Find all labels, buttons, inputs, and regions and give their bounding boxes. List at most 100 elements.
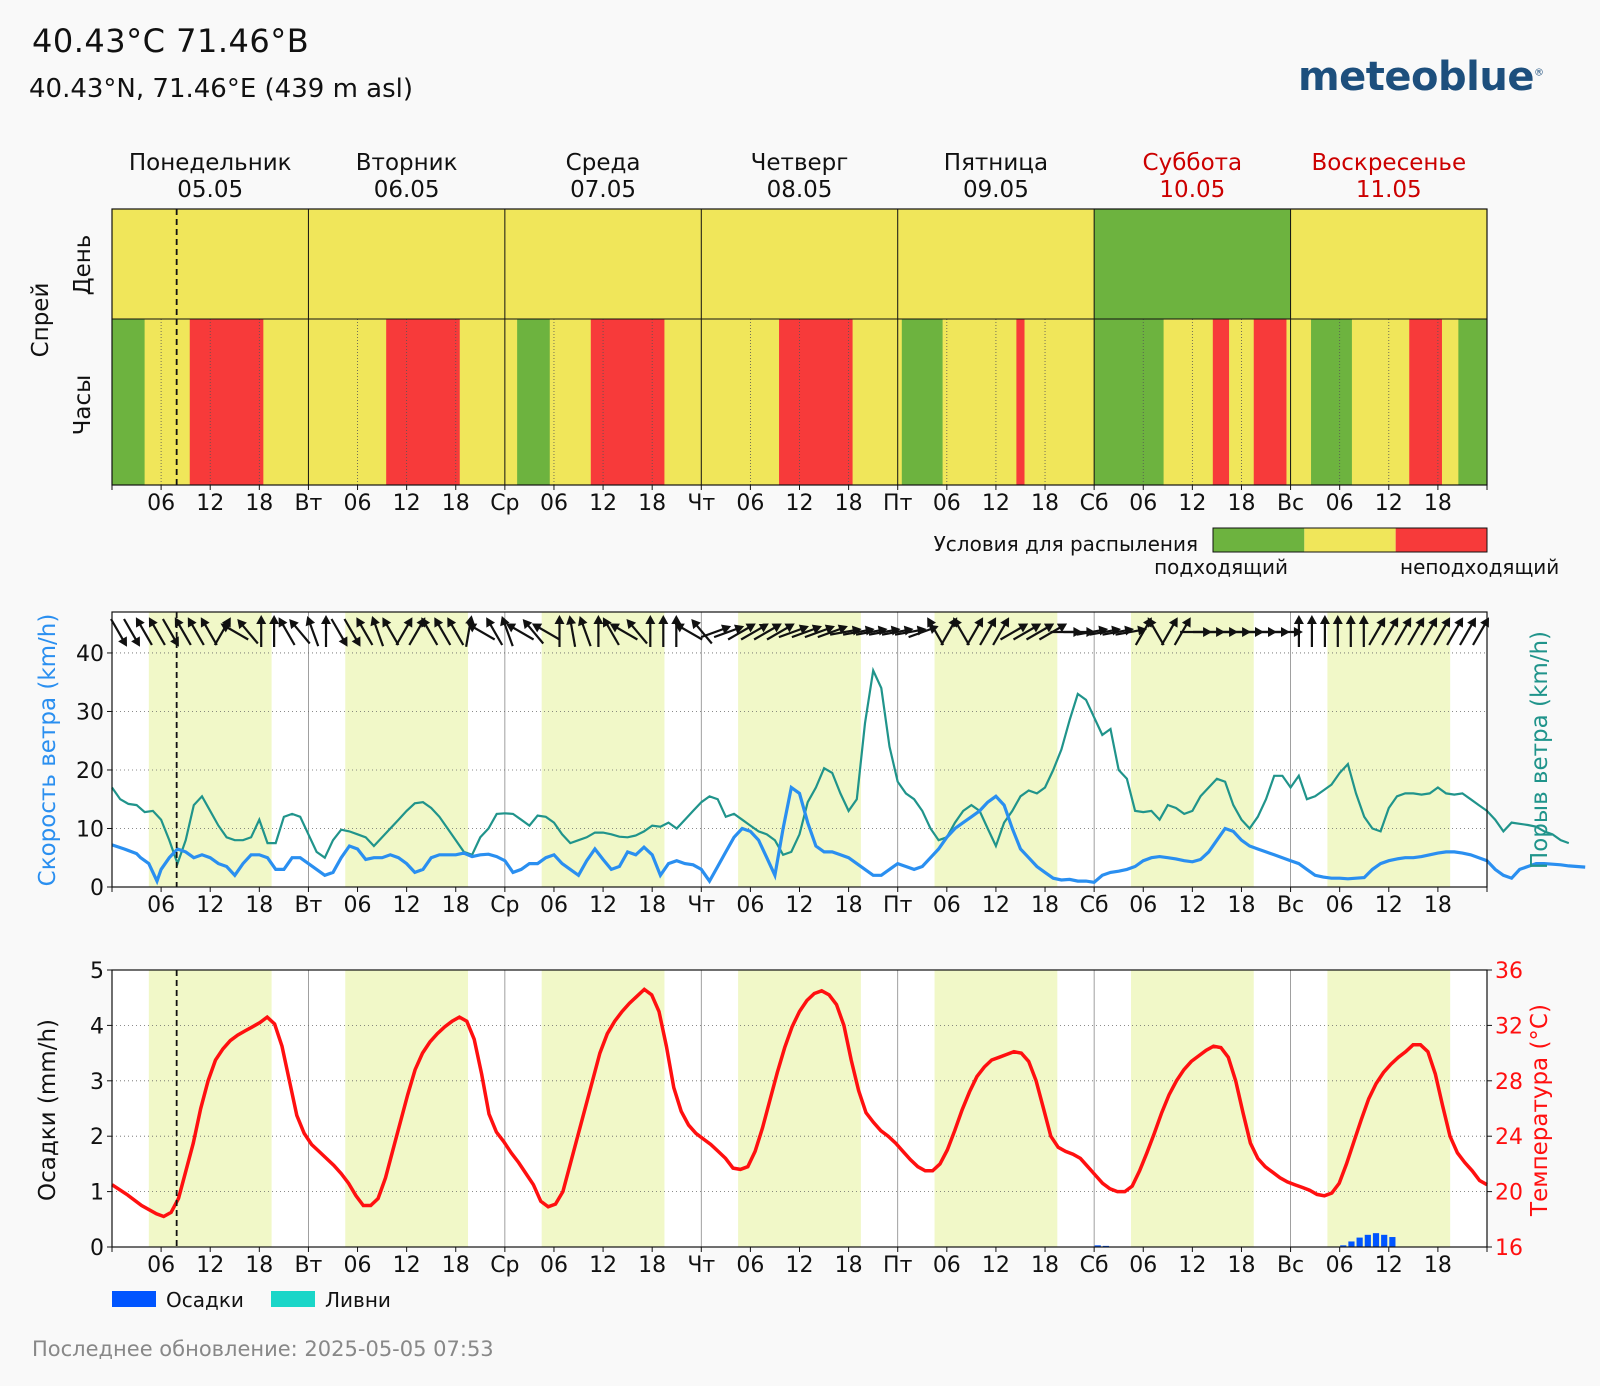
precip-bar: [1389, 1237, 1396, 1247]
wind-direction-arrow: [135, 617, 153, 646]
x-tick-label: 18: [835, 1253, 863, 1278]
hourly-condition-segment: [189, 319, 264, 485]
x-tick-label: Сб: [1080, 491, 1109, 516]
arrow-shaft: [992, 621, 1008, 646]
wind-direction-arrow: [1394, 617, 1412, 646]
x-tick-label: 12: [982, 491, 1010, 516]
x-tick-label: 12: [196, 491, 224, 516]
arrow-head: [1332, 615, 1343, 624]
wind-direction-arrow: [305, 616, 320, 647]
daily-condition-cell: [112, 209, 309, 319]
arrow-head: [1293, 615, 1304, 624]
row-label-day: День: [70, 235, 96, 296]
y-tick-label: 0: [90, 1236, 104, 1261]
wind-direction-arrow: [1025, 623, 1055, 641]
wind-direction-arrow: [500, 616, 514, 647]
daily-condition-cell: [504, 209, 702, 319]
wind-direction-arrow: [727, 623, 756, 641]
arrow-head: [609, 623, 620, 633]
location-subtitle: 40.43°N, 71.46°E (439 m asl): [29, 74, 414, 104]
arrow-shaft: [150, 621, 166, 646]
arrow-head: [602, 617, 612, 628]
wind-direction-arrow: [966, 617, 984, 646]
wind-direction-arrow: [999, 623, 1029, 641]
wind-direction-arrow: [256, 615, 267, 647]
arrow-head: [1358, 615, 1369, 624]
x-tick-label: 06: [540, 893, 568, 918]
arrow-head: [626, 618, 637, 630]
arrow-shaft: [1012, 625, 1037, 641]
arrow-shaft: [123, 618, 138, 643]
x-tick-label: 12: [589, 1253, 617, 1278]
x-tick-label: 12: [786, 491, 814, 516]
gust-line: [111, 666, 1570, 867]
logo-mark: ®: [1534, 67, 1544, 79]
hourly-condition-segment: [1351, 319, 1410, 485]
arrow-shaft: [240, 622, 259, 645]
y2-tick-label: 16: [1495, 1236, 1523, 1261]
arrow-shaft: [842, 629, 869, 636]
arrow-shaft: [1420, 621, 1436, 646]
arrow-shaft: [395, 621, 411, 646]
arrow-head: [1454, 617, 1464, 628]
daylight-band: [541, 970, 665, 1247]
x-tick-label: 06: [344, 1253, 372, 1278]
hourly-condition-segment: [459, 319, 518, 485]
arrow-head: [987, 617, 997, 628]
arrow-head: [578, 616, 588, 627]
arrow-shaft: [855, 629, 882, 636]
arrow-shaft: [189, 621, 205, 646]
arrow-shaft: [740, 625, 765, 641]
x-tick-label: Чт: [687, 1253, 715, 1278]
arrow-head: [837, 624, 848, 634]
wind-direction-arrow: [269, 615, 280, 647]
arrow-shaft: [966, 621, 982, 646]
arrow-shaft: [580, 621, 592, 647]
arrow-head: [466, 623, 478, 633]
arrow-shaft: [1433, 621, 1449, 646]
arrow-head: [256, 615, 267, 624]
daylight-band: [1130, 612, 1254, 887]
day-name: Пятница: [944, 150, 1048, 176]
x-tick-label: 06: [147, 491, 175, 516]
arrow-shaft: [343, 618, 359, 643]
wind-direction-arrow: [220, 623, 249, 641]
x-tick-label: 12: [786, 893, 814, 918]
arrow-shaft: [225, 625, 249, 641]
x-tick-label: 06: [1129, 491, 1157, 516]
daylight-band: [148, 612, 272, 887]
wind-direction-arrow: [1173, 617, 1191, 646]
x-tick-label: 18: [442, 491, 470, 516]
precip-bar: [1340, 1245, 1347, 1247]
hourly-condition-segment: [112, 319, 145, 485]
x-tick-label: Вс: [1277, 1253, 1304, 1278]
arrow-head: [674, 623, 685, 633]
hourly-condition-segment: [1163, 319, 1213, 485]
wind-direction-arrow: [421, 617, 439, 646]
x-tick-label: 06: [736, 1253, 764, 1278]
arrow-head: [465, 615, 476, 625]
arrow-head: [1415, 617, 1425, 628]
hourly-condition-segment: [1409, 319, 1442, 485]
x-tick-label: 06: [933, 491, 961, 516]
hourly-condition-segment: [664, 319, 780, 485]
x-tick-label: 12: [393, 491, 421, 516]
arrow-head: [811, 624, 822, 634]
gust-axis-label: Порыв ветра (km/h): [1527, 631, 1553, 869]
arrow-head: [1376, 617, 1386, 628]
arrow-head: [321, 615, 331, 624]
arrow-shaft: [700, 627, 726, 639]
hourly-condition-segment: [1016, 319, 1025, 485]
arrow-head: [1168, 617, 1178, 628]
x-tick-label: Ср: [490, 1253, 519, 1278]
x-tick-label: 18: [638, 491, 666, 516]
arrow-head: [237, 618, 247, 630]
x-tick-label: 18: [1227, 893, 1255, 918]
brand-logo[interactable]: meteoblue®: [1298, 54, 1544, 100]
logo-text: meteoblue: [1298, 54, 1535, 100]
x-tick-label: 12: [1375, 491, 1403, 516]
wind-direction-arrow: [531, 623, 561, 641]
y-tick-label: 3: [90, 1070, 104, 1095]
y-tick-label: 5: [90, 959, 104, 984]
